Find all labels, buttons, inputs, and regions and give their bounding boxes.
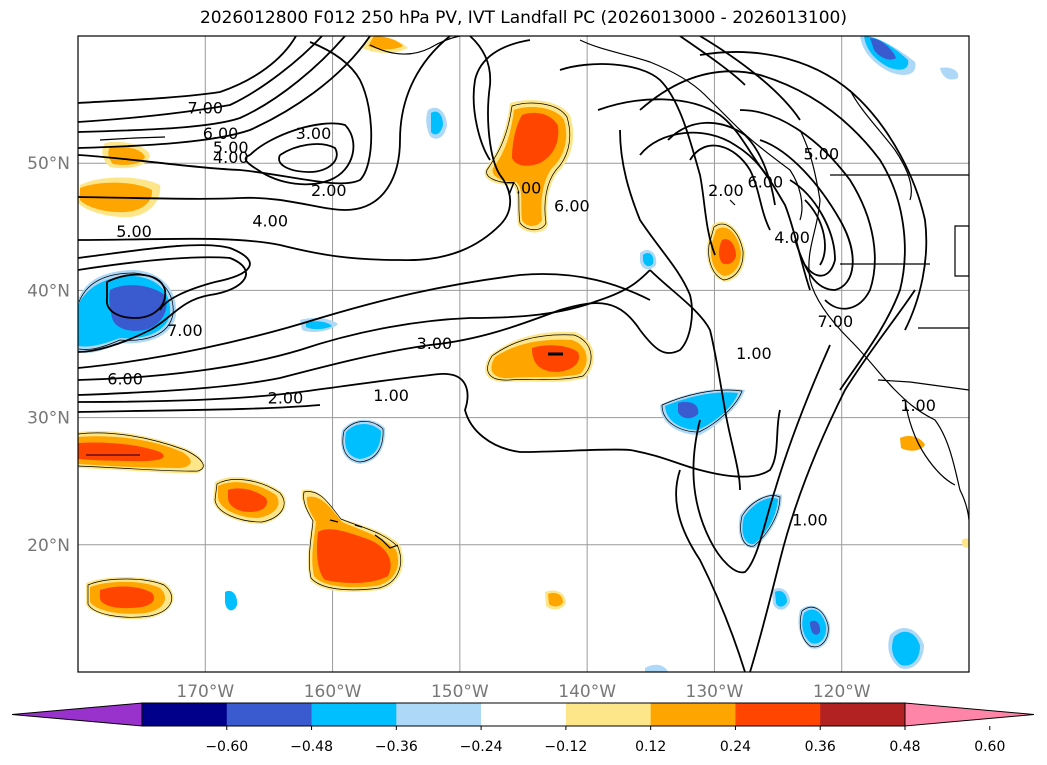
contour-label: 3.00 xyxy=(296,124,332,143)
colorbar-frame xyxy=(141,702,906,727)
pv-contour-lines xyxy=(78,36,928,672)
contour-label: 6.00 xyxy=(748,172,784,191)
contour-label: 7.00 xyxy=(187,99,223,118)
colorbar-tick-label: −0.24 xyxy=(460,739,503,755)
colorbar-extend-low xyxy=(11,702,143,727)
contour-label: 7.00 xyxy=(506,179,542,198)
contour-label: 6.00 xyxy=(107,369,143,388)
coastlines xyxy=(99,36,969,549)
contour-label: 6.00 xyxy=(554,196,590,215)
colorbar-tick-label: −0.48 xyxy=(290,739,333,755)
colorbar-segment xyxy=(311,703,397,726)
negative-anomaly-shading xyxy=(78,36,959,672)
colorbar-segment xyxy=(650,703,736,726)
y-axis-tick-labels: 20°N 30°N 40°N 50°N xyxy=(27,154,70,556)
x-tick-label: 140°W xyxy=(558,682,616,702)
colorbar-tick-label: 0.48 xyxy=(889,739,920,755)
y-tick-label: 20°N xyxy=(27,536,70,556)
colorbar-tick-label: −0.12 xyxy=(544,739,587,755)
contour-label: 1.00 xyxy=(900,396,936,415)
colorbar-segment xyxy=(565,703,652,726)
contour-label: 5.00 xyxy=(116,222,152,241)
map-area xyxy=(78,36,969,672)
contour-label: 2.00 xyxy=(708,181,744,200)
contour-label: 4.00 xyxy=(213,148,249,167)
shading-outlines xyxy=(78,102,829,648)
x-tick-label: 130°W xyxy=(686,682,744,702)
x-tick-label: 120°W xyxy=(813,682,871,702)
colorbar-segment xyxy=(820,703,906,726)
contour-label: 6.00 xyxy=(203,124,239,143)
contour-label: 4.00 xyxy=(252,212,288,231)
y-tick-label: 40°N xyxy=(27,281,70,301)
colorbar-tick-label: −0.60 xyxy=(205,739,248,755)
contour-label: 5.00 xyxy=(213,138,249,157)
chart-title: 2026012800 F012 250 hPa PV, IVT Landfall… xyxy=(199,8,847,28)
colorbar-segment xyxy=(142,703,228,726)
colorbar-segment xyxy=(735,703,821,726)
x-tick-label: 150°W xyxy=(431,682,489,702)
colorbar-segment xyxy=(481,703,567,726)
contour-label: 2.00 xyxy=(268,389,304,408)
colorbar-tick-label: 0.60 xyxy=(974,739,1005,755)
contour-labels: 7.006.005.004.003.002.004.005.007.006.00… xyxy=(107,99,936,530)
colorbar-tick-label: 0.36 xyxy=(805,739,836,755)
colorbar-tick-label: 0.12 xyxy=(635,739,666,755)
colorbar-extend-high xyxy=(904,702,1035,727)
colorbar-tick-label: −0.36 xyxy=(375,739,418,755)
map-frame xyxy=(77,35,970,673)
contour-label: 1.00 xyxy=(373,386,409,405)
x-tick-label: 170°W xyxy=(176,682,234,702)
contour-label: 1.00 xyxy=(736,344,772,363)
contour-label: 3.00 xyxy=(417,334,453,353)
contour-label: 7.00 xyxy=(818,312,854,331)
colorbar: −0.60 −0.48 −0.36 −0.24 −0.12 0.12 0.24 0.36 0.4… xyxy=(11,702,1035,755)
y-tick-label: 30°N xyxy=(27,409,70,429)
colorbar-segment xyxy=(226,703,313,726)
colorbar-tick-label: 0.24 xyxy=(720,739,751,755)
colorbar-segment xyxy=(396,703,482,726)
contour-label: 7.00 xyxy=(167,321,203,340)
y-tick-label: 50°N xyxy=(27,154,70,174)
x-tick-label: 160°W xyxy=(304,682,362,702)
contour-label: 2.00 xyxy=(311,181,347,200)
contour-label: 5.00 xyxy=(804,144,840,163)
contour-label: 4.00 xyxy=(774,228,810,247)
x-axis-tick-labels: 170°W 160°W 150°W 140°W 130°W 120°W xyxy=(176,682,870,702)
contour-label: 1.00 xyxy=(792,511,828,530)
